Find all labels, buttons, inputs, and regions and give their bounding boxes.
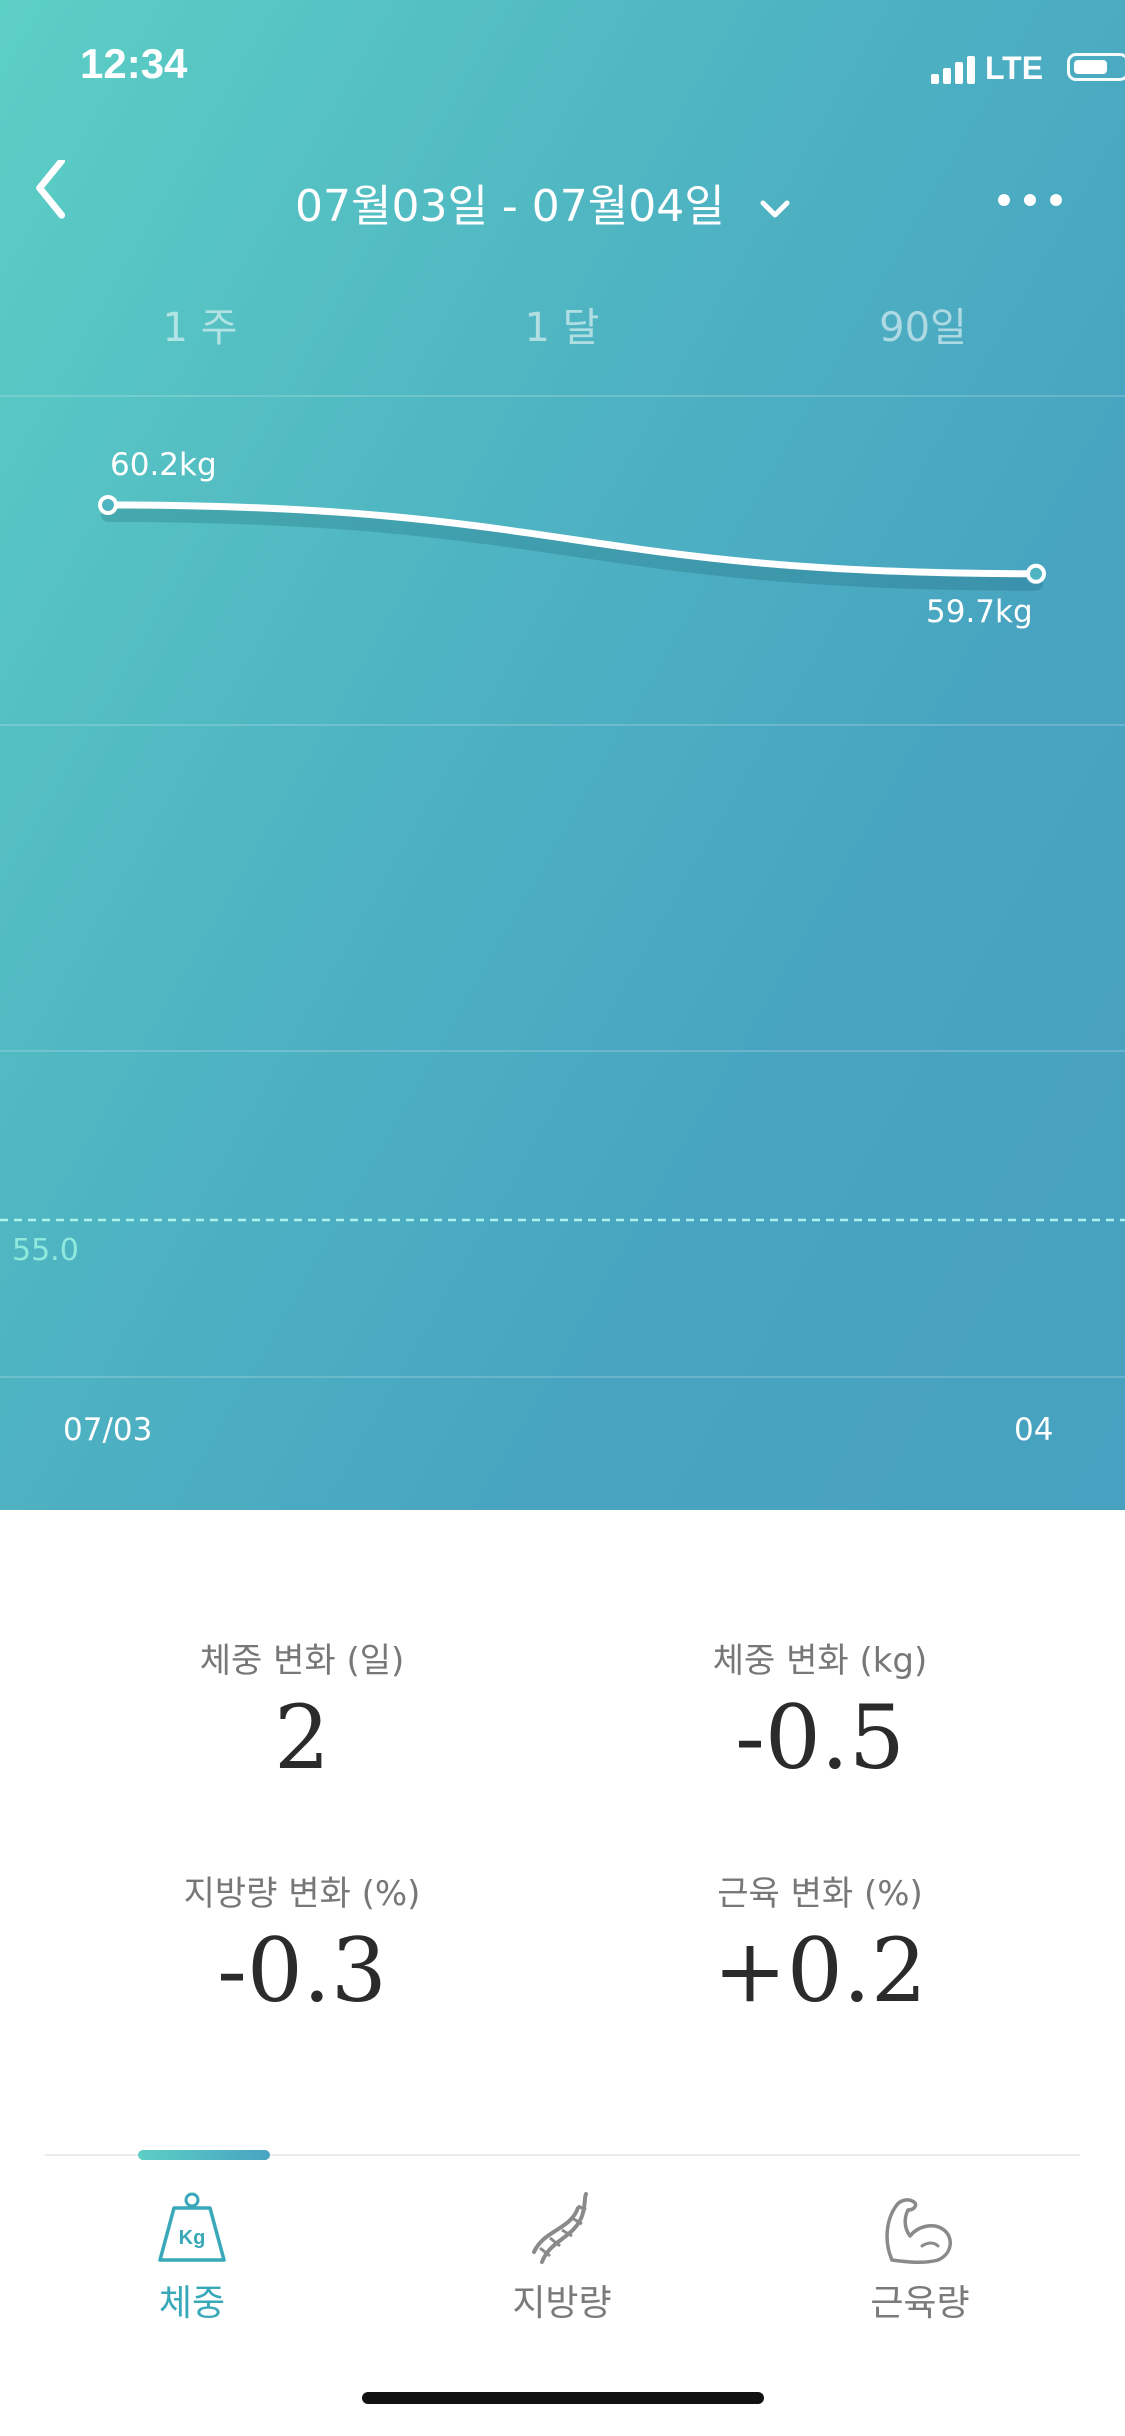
stat-label: 지방량 변화 (%) bbox=[183, 1874, 421, 1914]
chart-header-panel: 55.0 60.2kg 59.7kg 07/03 04 12:34 LTE bbox=[0, 0, 1125, 1510]
stat-label: 근육 변화 (%) bbox=[717, 1874, 923, 1914]
dna-icon bbox=[532, 2192, 588, 2264]
back-button[interactable] bbox=[20, 157, 100, 240]
stat-value: 2 bbox=[274, 1686, 330, 1789]
stat-value: -0.5 bbox=[735, 1686, 905, 1789]
data-point bbox=[1026, 563, 1046, 584]
battery-level bbox=[1074, 60, 1107, 74]
reference-line: 55.0 bbox=[0, 1218, 1125, 1268]
series-line-shadow bbox=[101, 508, 1043, 591]
data-label: 60.2kg bbox=[110, 447, 217, 483]
period-tabs: 1 주 1 달 90일 bbox=[0, 295, 1125, 365]
data-label: 59.7kg bbox=[926, 594, 1033, 630]
data-point bbox=[98, 495, 118, 515]
bottom-tab-fat[interactable]: 지방량 bbox=[462, 2190, 662, 2326]
status-time: 12:34 bbox=[80, 40, 188, 87]
summary-stats: 체중 변화 (일) 2 체중 변화 (kg) -0.5 지방량 변화 (%) -… bbox=[0, 1600, 1125, 2060]
date-range-label: 07월03일 - 07월04일 bbox=[295, 181, 725, 232]
bottom-tab-label: 체중 bbox=[158, 2283, 226, 2324]
battery-icon bbox=[1067, 53, 1125, 81]
tab-90-days[interactable]: 90일 bbox=[879, 305, 967, 351]
stat-value: +0.2 bbox=[713, 1919, 927, 2022]
kg-weight-icon: Kg bbox=[158, 2192, 226, 2262]
stat-weight-change-kg: 체중 변화 (kg) -0.5 bbox=[610, 1633, 1030, 1789]
weight-series-line bbox=[101, 501, 1043, 591]
stat-value: -0.3 bbox=[217, 1919, 387, 2022]
muscle-arm-icon bbox=[885, 2198, 952, 2265]
bottom-tab-label: 근육량 bbox=[870, 2283, 970, 2324]
signal-strength-icon bbox=[931, 54, 975, 84]
x-tick-label: 04 bbox=[1014, 1412, 1053, 1448]
svg-text:Kg: Kg bbox=[179, 2227, 206, 2249]
more-dots-icon bbox=[998, 194, 1062, 206]
active-tab-indicator bbox=[138, 2150, 270, 2160]
top-navigation: 07월03일 - 07월04일 bbox=[0, 150, 1125, 250]
stat-label: 체중 변화 (kg) bbox=[712, 1641, 928, 1681]
tab-bar-divider bbox=[45, 2154, 1080, 2156]
chevron-left-icon bbox=[36, 157, 66, 219]
home-indicator bbox=[362, 2392, 764, 2404]
bottom-tab-label: 지방량 bbox=[512, 2283, 612, 2324]
reference-label: 55.0 bbox=[12, 1233, 79, 1268]
bottom-tab-weight[interactable]: Kg 체중 bbox=[92, 2190, 292, 2326]
bottom-tab-muscle[interactable]: 근육량 bbox=[820, 2190, 1020, 2326]
stat-muscle-change: 근육 변화 (%) +0.2 bbox=[610, 1866, 1030, 2022]
chart-points: 60.2kg 59.7kg bbox=[98, 447, 1046, 630]
x-axis: 07/03 04 bbox=[63, 1412, 1053, 1448]
stat-fat-change: 지방량 변화 (%) -0.3 bbox=[92, 1866, 512, 2022]
tab-1-week[interactable]: 1 주 bbox=[162, 305, 238, 351]
chevron-down-icon bbox=[760, 200, 790, 218]
tab-1-month[interactable]: 1 달 bbox=[524, 305, 600, 351]
bottom-tab-bar: Kg 체중 지방량 근육량 bbox=[0, 2150, 1125, 2436]
stat-label: 체중 변화 (일) bbox=[199, 1641, 405, 1681]
series-line bbox=[104, 501, 1040, 578]
x-tick-label: 07/03 bbox=[63, 1412, 152, 1448]
more-options-button[interactable] bbox=[990, 170, 1070, 230]
weight-line-chart: 55.0 60.2kg 59.7kg 07/03 04 bbox=[0, 395, 1125, 1448]
stat-weight-change-days: 체중 변화 (일) 2 bbox=[92, 1633, 512, 1789]
network-type: LTE bbox=[985, 50, 1044, 86]
status-bar: 12:34 LTE bbox=[0, 0, 1125, 130]
chart-grid bbox=[0, 395, 1125, 1378]
date-range-selector[interactable]: 07월03일 - 07월04일 bbox=[295, 170, 795, 234]
